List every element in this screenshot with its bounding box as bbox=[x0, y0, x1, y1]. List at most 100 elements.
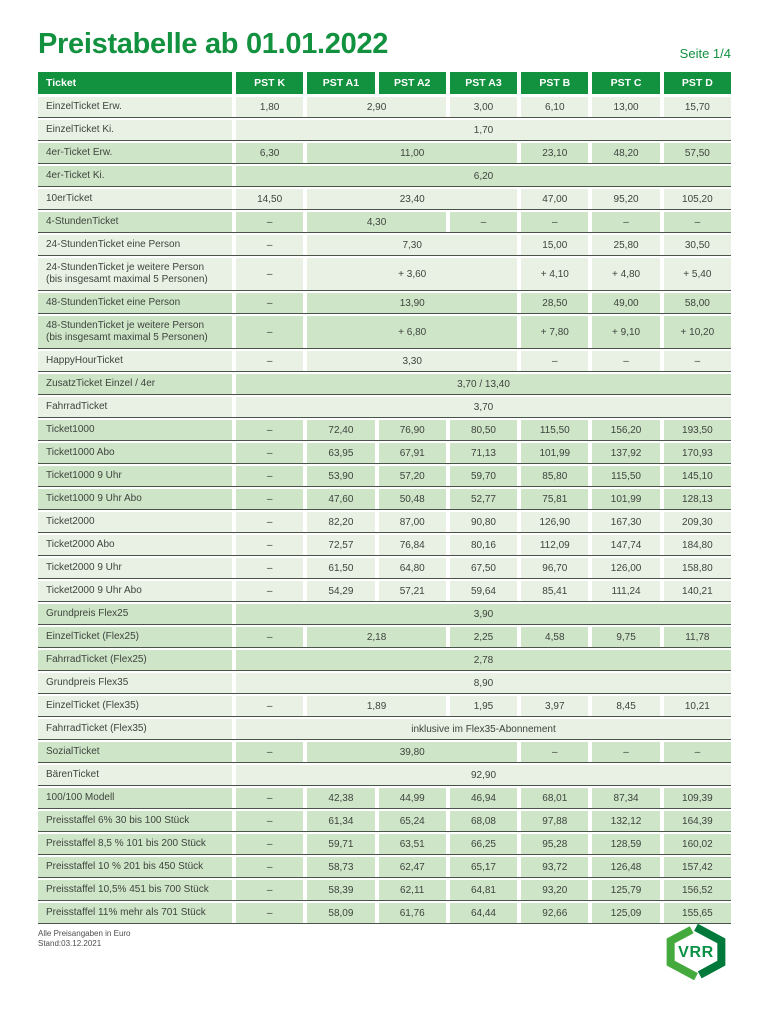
price-cell: 53,90 bbox=[307, 466, 375, 486]
table-row: Ticket2000 9 Uhr –61,50 64,80 67,50 96,70 126… bbox=[38, 558, 731, 579]
column-header: PST C bbox=[592, 72, 660, 94]
price-cell: 193,50 bbox=[663, 420, 731, 440]
price-cell: – bbox=[236, 443, 304, 463]
ticket-label-text: FahrradTicket (Flex35) bbox=[46, 723, 147, 734]
price-cell: 14,50 bbox=[236, 189, 304, 209]
price-cell: – bbox=[236, 696, 304, 716]
table-row: Preisstaffel 10 % 201 bis 450 Stück –58,7… bbox=[38, 857, 731, 878]
table-row: Ticket2000 –82,20 87,00 90,80 126,90 167,30 20… bbox=[38, 512, 731, 533]
table-row: Preisstaffel 8,5 % 101 bis 200 Stück –59,… bbox=[38, 834, 731, 855]
column-header: PST D bbox=[663, 72, 731, 94]
price-cell: 49,00 bbox=[592, 293, 660, 313]
price-cell: 58,00 bbox=[663, 293, 731, 313]
table-row: EinzelTicket (Flex35) –1,89 1,95 3,97 8,45 10… bbox=[38, 696, 731, 717]
ticket-label-text: EinzelTicket (Flex25) bbox=[46, 631, 139, 642]
footnote-line-2: Stand:03.12.2021 bbox=[38, 939, 102, 948]
price-cell: + 6,80 bbox=[307, 316, 518, 348]
ticket-label-text: HappyHourTicket bbox=[46, 355, 123, 366]
ticket-label: Ticket2000 Abo bbox=[38, 535, 232, 555]
table-row: Ticket1000 9 Uhr –53,90 57,20 59,70 85,80 115… bbox=[38, 466, 731, 487]
price-cell: 156,52 bbox=[663, 880, 731, 900]
table-row: 4-StundenTicket –4,30– – – – bbox=[38, 212, 731, 233]
price-cell: 97,88 bbox=[521, 811, 589, 831]
price-cell: – bbox=[236, 627, 304, 647]
table-row: SozialTicket –39,80– – – bbox=[38, 742, 731, 763]
price-cell: 30,50 bbox=[663, 235, 731, 255]
price-cell: – bbox=[592, 351, 660, 371]
price-cell: 57,21 bbox=[378, 581, 446, 601]
price-cell: 80,50 bbox=[449, 420, 518, 440]
ticket-label-subtext: (bis insgesamt maximal 5 Personen) bbox=[46, 332, 208, 343]
price-cell: – bbox=[236, 420, 304, 440]
price-cell: – bbox=[236, 535, 304, 555]
ticket-label-text: EinzelTicket (Flex35) bbox=[46, 700, 139, 711]
price-cell: 2,18 bbox=[307, 627, 446, 647]
price-cell: 137,92 bbox=[592, 443, 660, 463]
table-row: Ticket1000 9 Uhr Abo –47,60 50,48 52,77 75,8… bbox=[38, 489, 731, 510]
price-cell: 46,94 bbox=[449, 788, 518, 808]
price-cell: 92,90 bbox=[236, 765, 731, 785]
ticket-label-text: ZusatzTicket Einzel / 4er bbox=[46, 378, 156, 389]
ticket-label-text: 24-StundenTicket je weitere Person bbox=[46, 262, 205, 273]
ticket-label-text: Ticket1000 9 Uhr Abo bbox=[46, 493, 142, 504]
price-cell: 6,20 bbox=[236, 166, 731, 186]
ticket-label-text: Preisstaffel 8,5 % 101 bis 200 Stück bbox=[46, 838, 206, 849]
ticket-label-text: 48-StundenTicket je weitere Person bbox=[46, 320, 205, 331]
ticket-label: EinzelTicket Ki. bbox=[38, 120, 232, 140]
price-cell: 3,00 bbox=[449, 97, 518, 117]
table-row: Ticket1000 –72,40 76,90 80,50 115,50 156,20 19… bbox=[38, 420, 731, 441]
price-cell: 92,66 bbox=[521, 903, 589, 923]
ticket-label-text: FahrradTicket (Flex25) bbox=[46, 654, 147, 665]
price-cell: 61,34 bbox=[307, 811, 375, 831]
price-cell: 112,09 bbox=[521, 535, 589, 555]
price-cell: 4,58 bbox=[521, 627, 589, 647]
vrr-logo-text: VRR bbox=[678, 943, 714, 961]
document-page: Preistabelle ab 01.01.2022 Seite 1/4 Tic… bbox=[38, 0, 731, 949]
price-cell: 68,08 bbox=[449, 811, 518, 831]
price-cell: 87,00 bbox=[378, 512, 446, 532]
price-cell: 13,00 bbox=[592, 97, 660, 117]
price-cell: 132,12 bbox=[592, 811, 660, 831]
vrr-logo: VRR bbox=[666, 923, 726, 981]
price-cell: 101,99 bbox=[592, 489, 660, 509]
price-cell: 6,10 bbox=[521, 97, 589, 117]
ticket-label-text: Ticket2000 9 Uhr bbox=[46, 562, 122, 573]
price-cell: 72,40 bbox=[307, 420, 375, 440]
price-cell: 9,75 bbox=[592, 627, 660, 647]
price-cell: 101,99 bbox=[521, 443, 589, 463]
ticket-label: Ticket2000 bbox=[38, 512, 232, 532]
table-row: 10erTicket 14,50 23,40 47,00 95,20 105,20 bbox=[38, 189, 731, 210]
ticket-label: Preisstaffel 6% 30 bis 100 Stück bbox=[38, 811, 232, 831]
ticket-label-text: Preisstaffel 6% 30 bis 100 Stück bbox=[46, 815, 190, 826]
column-header: PST A2 bbox=[378, 72, 446, 94]
ticket-label: Ticket1000 bbox=[38, 420, 232, 440]
table-row: Ticket2000 Abo –72,57 76,84 80,16 112,09 147,… bbox=[38, 535, 731, 556]
table-row: Ticket1000 Abo –63,95 67,91 71,13 101,99 137,… bbox=[38, 443, 731, 464]
price-cell: 105,20 bbox=[663, 189, 731, 209]
price-cell: + 9,10 bbox=[592, 316, 660, 348]
price-cell: 8,90 bbox=[236, 673, 731, 693]
ticket-label: SozialTicket bbox=[38, 742, 232, 762]
ticket-label: Ticket2000 9 Uhr bbox=[38, 558, 232, 578]
price-cell: 8,45 bbox=[592, 696, 660, 716]
price-cell: 39,80 bbox=[307, 742, 518, 762]
price-cell: 145,10 bbox=[663, 466, 731, 486]
table-row: EinzelTicket (Flex25) –2,18 2,25 4,58 9,75 11… bbox=[38, 627, 731, 648]
footnote-line-1: Alle Preisangaben in Euro bbox=[38, 929, 131, 938]
page-number: Seite 1/4 bbox=[679, 46, 731, 61]
price-cell: 80,16 bbox=[449, 535, 518, 555]
ticket-label: HappyHourTicket bbox=[38, 351, 232, 371]
ticket-label-text: Preisstaffel 10,5% 451 bis 700 Stück bbox=[46, 884, 209, 895]
price-cell: 23,10 bbox=[521, 143, 589, 163]
table-row: Ticket2000 9 Uhr Abo –54,29 57,21 59,64 85,4… bbox=[38, 581, 731, 602]
price-cell: 11,78 bbox=[663, 627, 731, 647]
price-cell: 128,59 bbox=[592, 834, 660, 854]
price-cell: 42,38 bbox=[307, 788, 375, 808]
price-cell: 47,60 bbox=[307, 489, 375, 509]
ticket-label-text: SozialTicket bbox=[46, 746, 100, 757]
price-cell: 90,80 bbox=[449, 512, 518, 532]
price-cell: 96,70 bbox=[521, 558, 589, 578]
price-cell: – bbox=[592, 742, 660, 762]
ticket-label-text: 4er-Ticket Ki. bbox=[46, 170, 105, 181]
